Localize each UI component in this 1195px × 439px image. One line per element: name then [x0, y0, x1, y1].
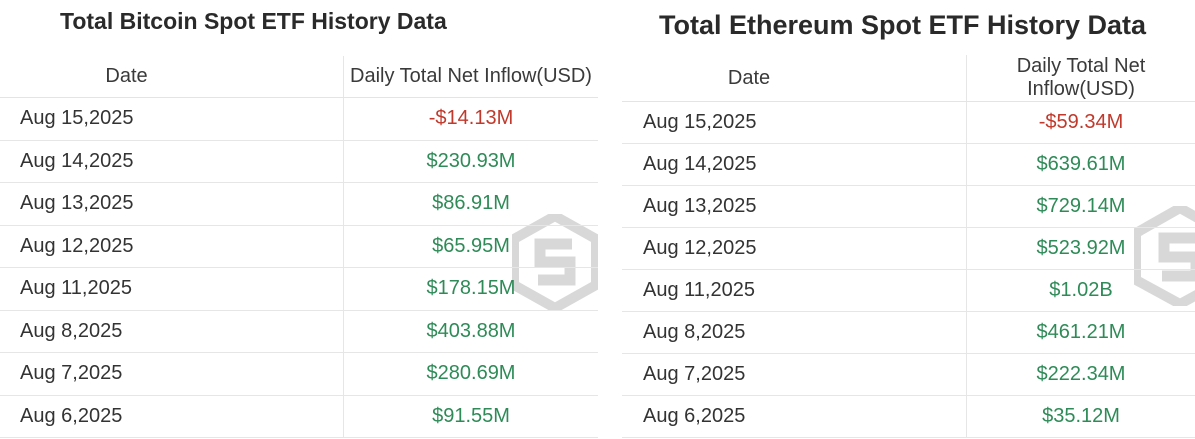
date-cell: Aug 11,2025: [0, 267, 344, 311]
net-inflow-cell: $403.88M: [343, 310, 598, 353]
net-inflow-cell: $230.93M: [343, 140, 598, 183]
bitcoin-table-body: Aug 15,2025 -$14.13M Aug 14,2025 $230.93M Au…: [0, 97, 598, 438]
date-cell: Aug 14,2025: [0, 140, 344, 183]
net-inflow-cell: $65.95M: [343, 225, 598, 268]
table-row: Aug 11,2025 $178.15M: [0, 267, 598, 311]
column-header-date: Date: [622, 55, 967, 102]
table-row: Aug 6,2025 $35.12M: [622, 395, 1195, 438]
net-inflow-cell: $639.61M: [966, 143, 1195, 186]
table-row: Aug 8,2025 $461.21M: [622, 311, 1195, 354]
net-inflow-cell: -$59.34M: [966, 101, 1195, 144]
net-inflow-cell: $729.14M: [966, 185, 1195, 228]
bitcoin-etf-panel: Total Bitcoin Spot ETF History Data Date…: [0, 8, 598, 438]
table-row: Aug 12,2025 $523.92M: [622, 227, 1195, 270]
date-cell: Aug 8,2025: [0, 310, 344, 353]
ethereum-etf-table: Date Daily Total Net Inflow(USD) Aug 15,…: [622, 55, 1195, 438]
ethereum-table-body: Aug 15,2025 -$59.34M Aug 14,2025 $639.61M Au…: [622, 101, 1195, 438]
date-cell: Aug 13,2025: [622, 185, 967, 228]
net-inflow-cell: -$14.13M: [343, 97, 598, 141]
table-header-row: Date Daily Total Net Inflow(USD): [622, 55, 1195, 102]
net-inflow-cell: $1.02B: [966, 269, 1195, 312]
net-inflow-cell: $222.34M: [966, 353, 1195, 396]
ethereum-table-title: Total Ethereum Spot ETF History Data: [659, 10, 1147, 40]
table-row: Aug 7,2025 $280.69M: [0, 352, 598, 396]
date-cell: Aug 6,2025: [0, 395, 344, 438]
table-row: Aug 7,2025 $222.34M: [622, 353, 1195, 396]
column-header-net-inflow: Daily Total Net Inflow(USD): [966, 55, 1195, 102]
date-cell: Aug 15,2025: [0, 97, 344, 141]
table-row: Aug 14,2025 $230.93M: [0, 140, 598, 183]
net-inflow-cell: $35.12M: [966, 395, 1195, 438]
bitcoin-etf-table: Date Daily Total Net Inflow(USD) Aug 15,…: [0, 56, 598, 438]
net-inflow-cell: $523.92M: [966, 227, 1195, 270]
date-cell: Aug 13,2025: [0, 182, 344, 226]
date-cell: Aug 8,2025: [622, 311, 967, 354]
column-header-date: Date: [0, 56, 344, 98]
table-row: Aug 15,2025 -$59.34M: [622, 101, 1195, 144]
table-row: Aug 15,2025 -$14.13M: [0, 97, 598, 141]
column-header-net-inflow: Daily Total Net Inflow(USD): [343, 56, 598, 98]
table-row: Aug 6,2025 $91.55M: [0, 395, 598, 438]
net-inflow-cell: $461.21M: [966, 311, 1195, 354]
date-cell: Aug 12,2025: [0, 225, 344, 268]
table-row: Aug 14,2025 $639.61M: [622, 143, 1195, 186]
date-cell: Aug 14,2025: [622, 143, 967, 186]
net-inflow-cell: $280.69M: [343, 352, 598, 396]
net-inflow-cell: $178.15M: [343, 267, 598, 311]
table-row: Aug 13,2025 $729.14M: [622, 185, 1195, 228]
bitcoin-table-title: Total Bitcoin Spot ETF History Data: [60, 8, 447, 34]
date-cell: Aug 12,2025: [622, 227, 967, 270]
net-inflow-cell: $86.91M: [343, 182, 598, 226]
date-cell: Aug 11,2025: [622, 269, 967, 312]
table-row: Aug 8,2025 $403.88M: [0, 310, 598, 353]
table-row: Aug 13,2025 $86.91M: [0, 182, 598, 226]
date-cell: Aug 15,2025: [622, 101, 967, 144]
date-cell: Aug 7,2025: [622, 353, 967, 396]
ethereum-etf-panel: Total Ethereum Spot ETF History Data Dat…: [622, 0, 1195, 439]
table-header-row: Date Daily Total Net Inflow(USD): [0, 56, 598, 98]
net-inflow-cell: $91.55M: [343, 395, 598, 438]
date-cell: Aug 7,2025: [0, 352, 344, 396]
date-cell: Aug 6,2025: [622, 395, 967, 438]
table-row: Aug 12,2025 $65.95M: [0, 225, 598, 268]
table-row: Aug 11,2025 $1.02B: [622, 269, 1195, 312]
